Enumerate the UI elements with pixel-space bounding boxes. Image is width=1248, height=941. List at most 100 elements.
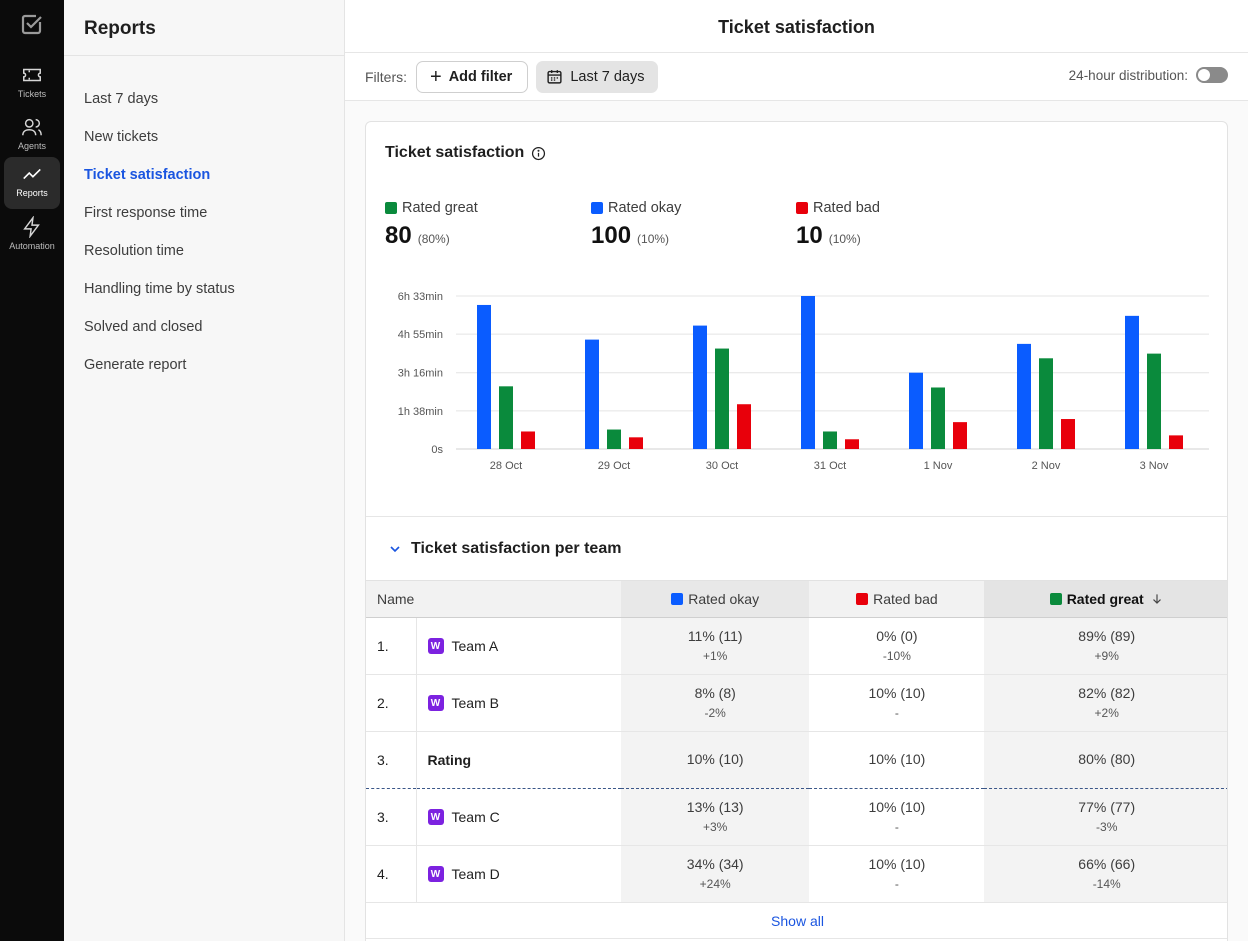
cell-delta: -10% bbox=[882, 649, 911, 664]
cell-delta: - bbox=[894, 820, 899, 835]
bar-rated-great[interactable] bbox=[931, 387, 945, 449]
nav-item-generate-report[interactable]: Generate report bbox=[84, 357, 187, 373]
nav-item-new-tickets[interactable]: New tickets bbox=[84, 129, 159, 145]
cell-value: 10% (10) bbox=[868, 855, 926, 872]
cell-great: 66% (66) -14% bbox=[984, 845, 1227, 903]
bar-rated-great[interactable] bbox=[1147, 353, 1161, 449]
distribution-control: 24-hour distribution: bbox=[1069, 67, 1228, 83]
bar-rated-okay[interactable] bbox=[801, 296, 815, 449]
x-tick-label: 3 Nov bbox=[1140, 460, 1169, 472]
page-title: Ticket satisfaction bbox=[718, 17, 875, 37]
bar-rated-bad[interactable] bbox=[845, 439, 859, 449]
rail-item-reports[interactable]: Reports bbox=[4, 157, 60, 209]
distribution-toggle[interactable] bbox=[1196, 67, 1228, 83]
team-name: Rating bbox=[427, 752, 472, 768]
team-badge-icon: W bbox=[427, 809, 444, 825]
info-icon[interactable] bbox=[531, 146, 546, 161]
bar-rated-great[interactable] bbox=[715, 348, 729, 449]
bar-rated-bad[interactable] bbox=[953, 422, 967, 449]
main-content: Ticket satisfaction Filters: + Add filte… bbox=[345, 0, 1248, 941]
nav-item-last-7-days[interactable]: Last 7 days bbox=[84, 91, 159, 107]
chevron-down-icon bbox=[390, 546, 400, 553]
cell-value: 82% (82) bbox=[1078, 684, 1136, 701]
stat-value: 100 bbox=[591, 222, 632, 249]
stat-percent: (10%) bbox=[637, 232, 670, 246]
nav-item-solved-and-closed[interactable]: Solved and closed bbox=[84, 319, 203, 335]
bar-rated-okay[interactable] bbox=[693, 325, 707, 449]
rail-item-automation[interactable]: Automation bbox=[4, 210, 60, 262]
sort-desc-icon bbox=[1152, 593, 1161, 604]
x-tick-label: 31 Oct bbox=[814, 460, 846, 472]
stat-value: 80 bbox=[385, 222, 412, 249]
table-row[interactable]: 1. W Team A 11% (11) +1% 0% (0) -10% 89% … bbox=[366, 617, 1227, 675]
cell-okay: 11% (11) +1% bbox=[621, 617, 810, 675]
rail-item-label: Tickets bbox=[17, 89, 47, 99]
table-row[interactable]: 4. W Team D 34% (34) +24% 10% (10) - 66% … bbox=[366, 845, 1227, 903]
rail-item-label: Automation bbox=[9, 241, 55, 251]
bar-rated-bad[interactable] bbox=[737, 404, 751, 449]
show-all-link[interactable]: Show all bbox=[366, 903, 1227, 939]
bar-rated-great[interactable] bbox=[499, 386, 513, 449]
app-logo-icon[interactable] bbox=[20, 12, 44, 36]
table-row[interactable]: 3. W Team C 13% (13) +3% 10% (10) - 77% (… bbox=[366, 788, 1227, 846]
legend-swatch bbox=[671, 592, 684, 605]
cell-bad: 10% (10) bbox=[809, 731, 985, 789]
stat-value: 10 bbox=[796, 222, 823, 249]
cell-great: 77% (77) -3% bbox=[984, 788, 1227, 846]
cell-value: 89% (89) bbox=[1078, 627, 1136, 644]
cell-delta: - bbox=[894, 706, 899, 721]
team-cell: W Team D bbox=[416, 845, 621, 903]
stat-label: Rated bad bbox=[813, 200, 880, 216]
add-filter-button[interactable]: + Add filter bbox=[416, 60, 529, 93]
team-cell: Rating bbox=[416, 731, 621, 789]
bar-rated-okay[interactable] bbox=[909, 372, 923, 449]
bar-rated-bad[interactable] bbox=[629, 437, 643, 449]
section-divider bbox=[366, 516, 1227, 517]
bar-rated-great[interactable] bbox=[1039, 358, 1053, 449]
bar-rated-bad[interactable] bbox=[521, 431, 535, 449]
team-section-title: Ticket satisfaction per team bbox=[411, 540, 622, 557]
cell-value: 80% (80) bbox=[1078, 751, 1136, 768]
bar-rated-bad[interactable] bbox=[1061, 419, 1075, 449]
bar-rated-bad[interactable] bbox=[1169, 435, 1183, 449]
cell-okay: 8% (8) -2% bbox=[621, 674, 810, 732]
column-header-okay[interactable]: Rated okay bbox=[621, 580, 810, 618]
y-tick-label: 3h 16min bbox=[398, 368, 443, 380]
calendar-icon bbox=[547, 70, 562, 84]
cell-value: 13% (13) bbox=[686, 798, 744, 815]
rail-item-agents[interactable]: Agents bbox=[4, 110, 60, 162]
team-cell: W Team A bbox=[416, 617, 621, 675]
nav-item-resolution-time[interactable]: Resolution time bbox=[84, 243, 184, 259]
date-range-button[interactable]: Last 7 days bbox=[536, 60, 658, 93]
rail-item-label: Agents bbox=[17, 141, 47, 151]
card-title: Ticket satisfaction bbox=[385, 144, 546, 162]
legend-swatch bbox=[796, 202, 808, 214]
cell-great: 82% (82) +2% bbox=[984, 674, 1227, 732]
bar-rated-great[interactable] bbox=[823, 431, 837, 449]
bar-rated-okay[interactable] bbox=[1125, 315, 1139, 449]
x-tick-label: 30 Oct bbox=[706, 460, 738, 472]
nav-item-first-response-time[interactable]: First response time bbox=[84, 205, 208, 221]
column-header-label: Rated great bbox=[1066, 590, 1144, 607]
stat-percent: (80%) bbox=[417, 232, 450, 246]
team-section-toggle[interactable]: Ticket satisfaction per team bbox=[387, 540, 621, 558]
column-header-name[interactable]: Name bbox=[366, 580, 621, 618]
nav-item-ticket-satisfaction[interactable]: Ticket satisfaction bbox=[84, 167, 211, 183]
rating-row[interactable]: 3. Rating 10% (10) 10% (10) 80% (80) bbox=[366, 731, 1227, 789]
column-header-bad[interactable]: Rated bad bbox=[809, 580, 985, 618]
cell-delta: +9% bbox=[1094, 649, 1119, 664]
bar-rated-okay[interactable] bbox=[1017, 343, 1031, 449]
bar-rated-great[interactable] bbox=[607, 429, 621, 449]
column-header-great[interactable]: Rated great bbox=[984, 580, 1227, 618]
team-cell: W Team C bbox=[416, 788, 621, 846]
team-cell: W Team B bbox=[416, 674, 621, 732]
nav-item-handling-time[interactable]: Handling time by status bbox=[84, 281, 235, 297]
table-row[interactable]: 2. W Team B 8% (8) -2% 10% (10) - 82% (82… bbox=[366, 674, 1227, 732]
nav-title: Reports bbox=[84, 18, 156, 39]
bar-rated-okay[interactable] bbox=[477, 304, 491, 449]
legend-swatch bbox=[385, 202, 397, 214]
satisfaction-card: Ticket satisfaction Rated great 80 (80%) … bbox=[365, 121, 1228, 941]
bar-rated-okay[interactable] bbox=[585, 339, 599, 449]
rail-item-tickets[interactable]: Tickets bbox=[4, 58, 60, 110]
cell-delta: - bbox=[894, 877, 899, 892]
